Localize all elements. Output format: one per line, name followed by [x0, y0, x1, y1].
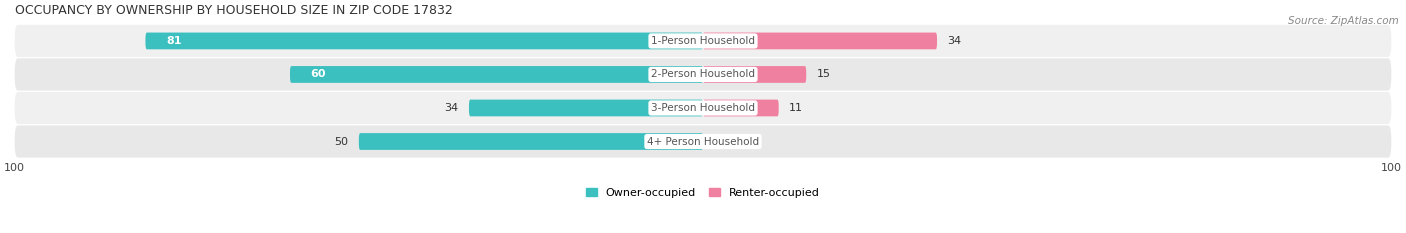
- Text: 0: 0: [713, 137, 720, 147]
- Text: 15: 15: [817, 69, 831, 79]
- Text: 2-Person Household: 2-Person Household: [651, 69, 755, 79]
- Text: 11: 11: [789, 103, 803, 113]
- Legend: Owner-occupied, Renter-occupied: Owner-occupied, Renter-occupied: [581, 184, 825, 202]
- FancyBboxPatch shape: [290, 66, 703, 83]
- FancyBboxPatch shape: [145, 33, 703, 49]
- FancyBboxPatch shape: [703, 33, 936, 49]
- Text: 60: 60: [311, 69, 326, 79]
- Text: 3-Person Household: 3-Person Household: [651, 103, 755, 113]
- FancyBboxPatch shape: [14, 92, 1392, 124]
- Text: 34: 34: [948, 36, 962, 46]
- Text: 4+ Person Household: 4+ Person Household: [647, 137, 759, 147]
- FancyBboxPatch shape: [14, 58, 1392, 91]
- FancyBboxPatch shape: [359, 133, 703, 150]
- Text: 1-Person Household: 1-Person Household: [651, 36, 755, 46]
- FancyBboxPatch shape: [14, 125, 1392, 158]
- Text: 50: 50: [335, 137, 349, 147]
- Text: 34: 34: [444, 103, 458, 113]
- FancyBboxPatch shape: [470, 99, 703, 116]
- Text: 81: 81: [166, 36, 181, 46]
- FancyBboxPatch shape: [703, 99, 779, 116]
- FancyBboxPatch shape: [703, 66, 806, 83]
- FancyBboxPatch shape: [14, 25, 1392, 57]
- Text: OCCUPANCY BY OWNERSHIP BY HOUSEHOLD SIZE IN ZIP CODE 17832: OCCUPANCY BY OWNERSHIP BY HOUSEHOLD SIZE…: [14, 4, 453, 17]
- Text: Source: ZipAtlas.com: Source: ZipAtlas.com: [1288, 16, 1399, 26]
